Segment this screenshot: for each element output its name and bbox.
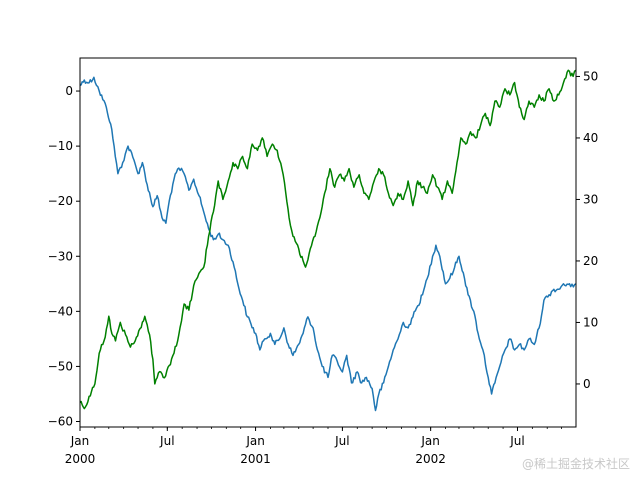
x-axis: Jan 2000 Jul Jan 2001 Jul Jan 2002 Jul (65, 427, 563, 466)
right-tick-label: 30 (583, 192, 598, 206)
left-tick-label: −60 (48, 414, 73, 428)
series-line-2 (79, 69, 577, 410)
watermark: @稀土掘金技术社区 (521, 457, 630, 471)
right-tick-label: 50 (583, 69, 598, 83)
left-tick-label: 0 (65, 84, 73, 98)
x-tick-label: Jul (159, 434, 174, 448)
right-axis: 0 10 20 30 40 50 (576, 69, 598, 391)
x-tick-label: Jan (245, 434, 265, 448)
x-tick-sublabel: 2002 (415, 452, 446, 466)
x-tick-label: Jul (334, 434, 349, 448)
left-tick-label: −30 (48, 249, 73, 263)
left-tick-label: −10 (48, 139, 73, 153)
left-tick-label: −50 (48, 359, 73, 373)
right-tick-label: 20 (583, 254, 598, 268)
right-tick-label: 10 (583, 315, 598, 329)
left-tick-label: −20 (48, 194, 73, 208)
series-line-1 (79, 76, 577, 412)
series-layer (79, 69, 577, 412)
x-tick-sublabel: 2001 (240, 452, 271, 466)
left-tick-label: −40 (48, 304, 73, 318)
x-tick-label: Jan (70, 434, 90, 448)
x-tick-sublabel: 2000 (65, 452, 96, 466)
x-tick-label: Jul (509, 434, 524, 448)
x-tick-label: Jan (420, 434, 440, 448)
right-tick-label: 0 (583, 377, 591, 391)
left-axis: 0 −10 −20 −30 −40 −50 −60 (48, 84, 80, 428)
right-tick-label: 40 (583, 131, 598, 145)
